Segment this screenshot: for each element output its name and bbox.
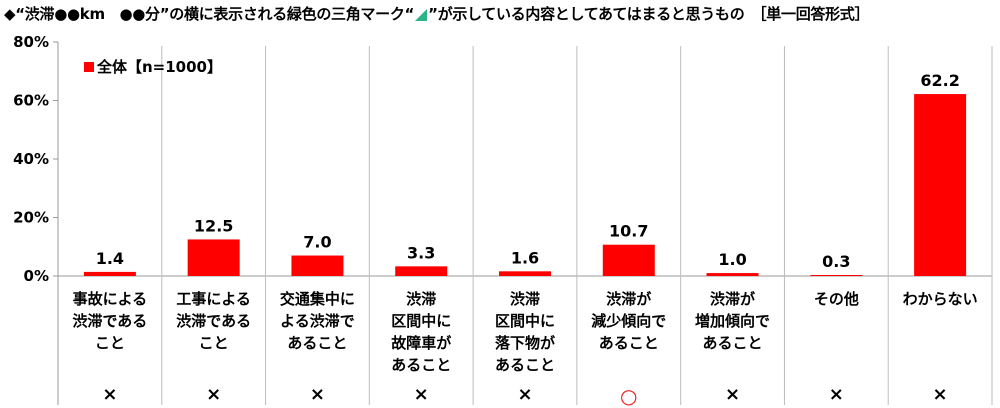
incorrect-mark: × [724,384,741,405]
legend: 全体【n=1000】 [84,56,222,77]
bar [810,275,863,276]
incorrect-mark: × [932,384,948,405]
x-tick-label: 渋滞 区間中に 落下物が あること [494,290,555,374]
x-tick-label: 工事による 渋滞である こと [176,290,252,352]
green-triangle-icon [415,8,428,21]
x-tick-label: わからない [902,290,978,308]
legend-label: 全体【n=1000】 [97,58,222,76]
y-tick-label: 60% [13,92,49,110]
legend-swatch [84,61,94,72]
bar [706,273,759,276]
data-label: 7.0 [303,233,331,252]
y-tick-label: 80% [13,33,49,51]
data-label: 12.5 [194,216,233,235]
incorrect-mark: × [206,384,222,405]
data-label: 1.0 [718,250,746,269]
correct-mark: ○ [620,384,638,408]
y-tick-label: 0% [24,267,49,285]
y-tick-label: 20% [13,209,49,227]
bar [499,271,551,276]
chart-title: ◆“渋滞●●km ●●分”の横に表示される緑色の三角マーク“ ”が示している内容と… [4,3,870,24]
data-label: 1.4 [96,249,124,268]
bar [914,94,967,276]
incorrect-mark: × [828,384,844,405]
bar [291,255,344,276]
bar [395,266,448,276]
incorrect-mark: × [517,384,533,405]
data-label: 62.2 [920,71,959,90]
data-label: 3.3 [407,243,435,262]
x-tick-label: 渋滞 区間中に 故障車が あること [391,290,452,374]
x-tick-label: 渋滞が 減少傾向で あること [591,290,667,352]
title-text-before: ◆“渋滞●●km ●●分”の横に表示される緑色の三角マーク“ [4,5,415,23]
x-tick-label: 渋滞が 増加傾向で あること [695,290,771,352]
y-tick-label: 40% [13,150,49,168]
data-label: 0.3 [822,252,850,271]
incorrect-mark: × [413,384,429,405]
bar [602,244,655,276]
x-tick-label: その他 [813,290,859,308]
bar [187,239,240,276]
incorrect-mark: × [309,384,325,405]
data-label: 1.6 [511,248,539,267]
data-label: 10.7 [609,222,648,241]
incorrect-mark: × [102,384,118,405]
title-text-after: ”が示している内容としてあてはまると思うもの ［単一回答形式］ [428,5,870,23]
x-tick-label: 交通集中に よる渋滞で あること [279,290,355,352]
x-tick-label: 事故による 渋滞である こと [72,290,148,352]
bar [83,271,136,276]
